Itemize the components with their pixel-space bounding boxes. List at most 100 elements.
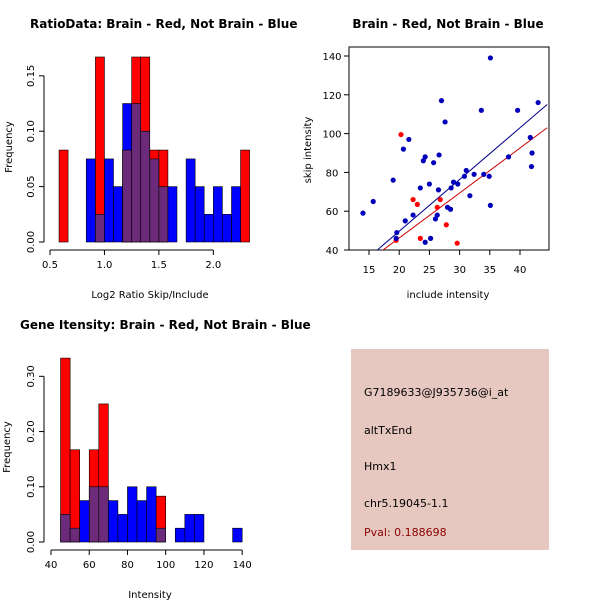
scatter-title: Brain - Red, Not Brain - Blue xyxy=(352,17,543,31)
ratio-histogram-ylabel: Frequency xyxy=(4,121,15,173)
intensity-histogram-ylabel: Frequency xyxy=(2,421,13,473)
scatter-point-brain-7 xyxy=(454,240,460,246)
ratio-y-tick-label-3: 0.15 xyxy=(26,65,37,87)
event-type: altTxEnd xyxy=(364,424,413,437)
ratio-notbrain-bar-15 xyxy=(231,186,241,243)
ratio-notbrain-bar-8 xyxy=(158,186,169,243)
ratio-notbrain-bar-5 xyxy=(131,103,142,243)
ratio-histogram-xlabel: Log2 Ratio Skip/Include xyxy=(91,290,208,301)
intensity-x-tick-label-4: 120 xyxy=(194,560,213,571)
scatter-y-tick-label-4: 120 xyxy=(322,91,341,102)
scatter-y-tick-label-1: 60 xyxy=(326,207,339,218)
scatter-fit-line-0 xyxy=(382,127,548,250)
scatter-plot-box xyxy=(348,46,550,251)
ratio-y-tick-label-2: 0.10 xyxy=(26,120,37,142)
scatter-point-notbrain-11 xyxy=(422,154,428,160)
scatter-point-notbrain-27 xyxy=(461,173,468,179)
scatter-y-tick-label-5: 140 xyxy=(322,52,341,63)
scatter-point-notbrain-17 xyxy=(434,212,440,218)
scatter-point-brain-2 xyxy=(414,201,420,208)
ratio-notbrain-bar-0 xyxy=(85,158,96,243)
ratio-x-tick-label-2: 1.5 xyxy=(151,260,167,271)
intensity-x-tick-label-0: 40 xyxy=(45,560,58,571)
scatter-point-notbrain-19 xyxy=(436,152,442,158)
intensity-x-tick-label-3: 100 xyxy=(156,560,175,571)
scatter-point-brain-3 xyxy=(417,235,423,241)
ratio-histogram-title: RatioData: Brain - Red, Not Brain - Blue xyxy=(30,17,297,31)
ratio-x-tick-label-3: 2.0 xyxy=(205,260,221,271)
scatter-point-notbrain-28 xyxy=(463,167,469,174)
scatter-point-brain-1 xyxy=(410,196,416,203)
scatter-point-notbrain-18 xyxy=(435,187,442,193)
scatter-point-brain-4 xyxy=(434,204,440,210)
scatter-point-notbrain-20 xyxy=(438,98,445,104)
scatter-point-notbrain-4 xyxy=(393,235,399,241)
ratio-notbrain-bar-14 xyxy=(222,214,232,243)
intensity-notbrain-bar-11 xyxy=(174,527,186,543)
scatter-point-notbrain-16 xyxy=(432,216,439,222)
ratio-notbrain-bar-7 xyxy=(149,158,160,243)
scatter-point-notbrain-40 xyxy=(529,150,535,156)
scatter-point-notbrain-35 xyxy=(487,202,494,208)
scatter-point-notbrain-41 xyxy=(535,99,541,106)
scatter-point-notbrain-31 xyxy=(478,107,484,113)
scatter-ylabel: skip intensity xyxy=(303,117,314,184)
intensity-x-tick-label-1: 60 xyxy=(83,560,96,571)
scatter-point-notbrain-14 xyxy=(428,235,434,241)
scatter-point-notbrain-2 xyxy=(390,177,396,183)
scatter-point-notbrain-1 xyxy=(370,198,376,205)
ratio-notbrain-bar-6 xyxy=(140,130,151,243)
scatter-point-notbrain-12 xyxy=(422,239,428,245)
scatter-point-notbrain-5 xyxy=(400,146,407,152)
intensity-notbrain-bar-13 xyxy=(194,514,205,543)
scatter-x-tick-label-5: 40 xyxy=(514,265,527,276)
scatter-point-notbrain-34 xyxy=(487,55,494,61)
scatter-point-notbrain-21 xyxy=(442,119,448,125)
intensity-x-tick-label-2: 80 xyxy=(121,560,134,571)
scatter-point-notbrain-36 xyxy=(505,154,512,160)
scatter-point-notbrain-37 xyxy=(514,107,521,113)
intensity-notbrain-bar-9 xyxy=(146,486,157,543)
intensity-notbrain-bar-8 xyxy=(136,500,147,543)
intensity-histogram-xlabel: Intensity xyxy=(128,590,172,600)
scatter-x-tick-label-1: 20 xyxy=(393,265,406,276)
ratio-x-tick-label-0: 0.5 xyxy=(42,260,58,271)
scatter-point-brain-0 xyxy=(398,131,404,138)
ratio-notbrain-bar-11 xyxy=(194,186,205,243)
ratio-histogram: RatioData: Brain - Red, Not Brain - Blue… xyxy=(4,17,297,301)
locus-id: chr5.19045-1.1 xyxy=(364,497,449,510)
intensity-scatter: Brain - Red, Not Brain - Blue include in… xyxy=(303,17,550,301)
ratio-notbrain-bar-3 xyxy=(113,186,123,243)
ratio-notbrain-bar-12 xyxy=(203,214,214,243)
intensity-notbrain-bar-5 xyxy=(108,500,119,543)
scatter-point-notbrain-30 xyxy=(471,171,477,177)
intensity-notbrain-bar-7 xyxy=(127,486,138,543)
intensity-notbrain-bar-6 xyxy=(117,514,128,543)
ratio-brain-bar-0 xyxy=(58,149,69,243)
scatter-point-notbrain-3 xyxy=(394,229,400,236)
scatter-x-tick-label-2: 25 xyxy=(423,265,436,276)
scatter-point-notbrain-13 xyxy=(426,181,432,187)
intensity-y-tick-label-0: 0.00 xyxy=(26,531,37,553)
intensity-histogram-title: Gene Itensity: Brain - Red, Not Brain - … xyxy=(20,318,311,332)
scatter-point-notbrain-29 xyxy=(467,193,473,199)
intensity-notbrain-bar-0 xyxy=(60,514,71,543)
scatter-x-tick-label-3: 30 xyxy=(453,265,466,276)
intensity-notbrain-bar-3 xyxy=(88,486,100,543)
gene-name: Hmx1 xyxy=(364,460,397,473)
intensity-notbrain-bar-12 xyxy=(184,514,195,543)
scatter-point-notbrain-0 xyxy=(360,210,366,216)
scatter-point-notbrain-25 xyxy=(450,179,457,185)
scatter-point-notbrain-33 xyxy=(486,173,492,179)
probe-id: G7189633@J935736@i_at xyxy=(364,386,509,399)
scatter-point-brain-5 xyxy=(437,196,443,203)
intensity-notbrain-bar-4 xyxy=(98,486,109,543)
intensity-y-tick-label-2: 0.20 xyxy=(26,420,37,442)
ratio-notbrain-bar-9 xyxy=(167,186,178,243)
ratio-notbrain-bar-1 xyxy=(95,214,105,243)
ratio-brain-bar-7 xyxy=(240,149,250,243)
scatter-point-notbrain-7 xyxy=(406,136,412,143)
intensity-notbrain-bar-14 xyxy=(232,527,243,543)
ratio-notbrain-bar-10 xyxy=(185,158,196,243)
